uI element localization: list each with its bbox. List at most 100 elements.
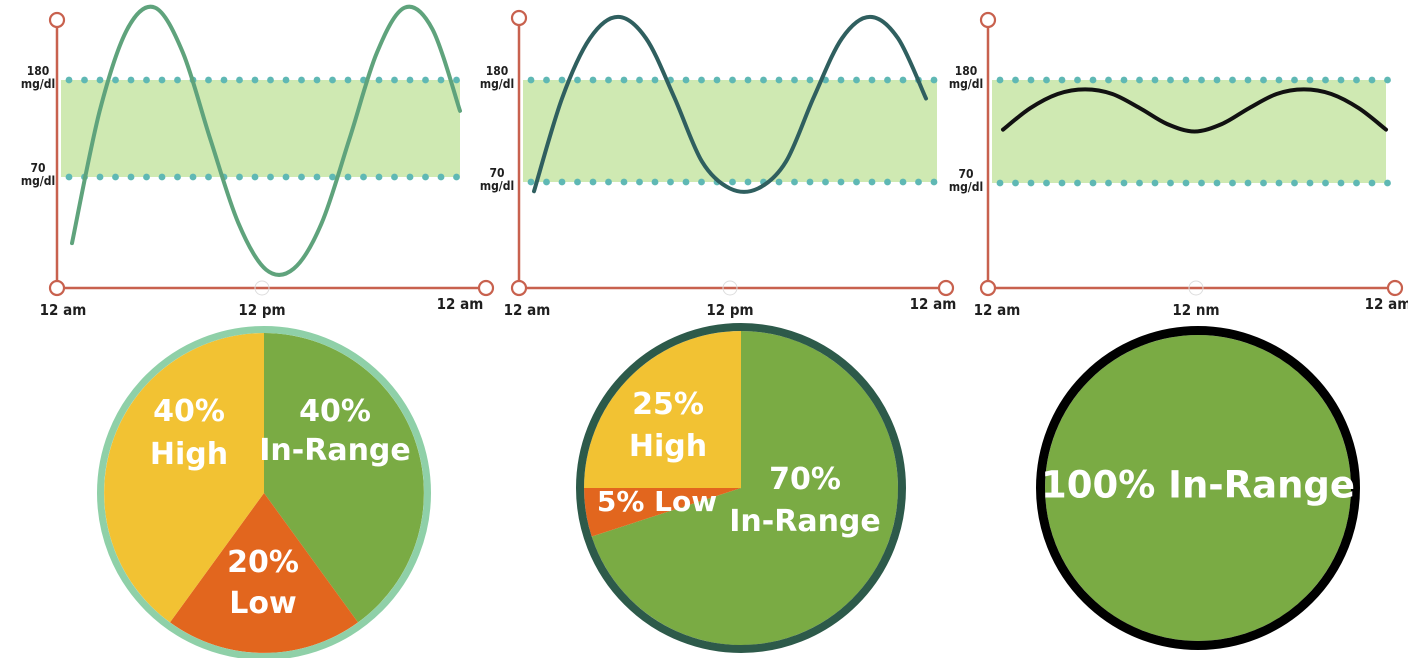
upper-limit-dots [996,76,1391,84]
limit-dot [1337,76,1345,84]
limit-dot [329,173,336,181]
limit-dot [651,76,659,84]
limit-dot [1291,76,1298,84]
limit-dot [822,178,829,186]
y-axis-end-marker [979,11,997,29]
pie-slice [170,493,358,653]
limit-dot [298,76,305,84]
limit-dot [1337,179,1345,187]
limit-dot [205,76,212,84]
pie-label: 40% In-Range [259,394,411,468]
limit-dot [158,76,166,84]
glucose-series-line [1001,87,1388,134]
pie-border [576,323,906,653]
limit-dot [1368,179,1376,187]
limit-dot [251,76,259,84]
limit-dot [1275,76,1283,84]
y-axis-end-marker [48,11,66,29]
limit-dot [282,76,290,84]
limit-dot [236,173,243,181]
limit-dot [406,76,414,84]
limit-dot [422,173,429,181]
line-chart-2: 180 mg/dl 70 mg/dl 12 am 12 pm 12 am [480,9,956,319]
limit-dot [1229,179,1236,187]
limit-dot [1120,76,1128,84]
pie-label: 40% High [150,394,228,472]
x-tick-label: 12 nm [1172,301,1219,319]
limit-dot [636,178,643,186]
pie-chart-2: 70% In-Range 5% Low 25% High [576,323,906,653]
limit-dot [806,178,814,186]
limit-dot [1012,179,1019,187]
limit-dot [620,178,628,186]
limit-dot [1275,179,1283,187]
limit-dot [391,76,398,84]
limit-dot [868,178,876,186]
limit-dot [65,173,73,181]
limit-dot [1322,179,1329,187]
limit-dot [329,76,336,84]
limit-dot [437,76,445,84]
limit-dot [1043,179,1050,187]
limit-dot [791,178,798,186]
origin-marker [48,279,66,297]
limit-dot [899,178,907,186]
limit-dot [651,178,659,186]
target-range-band [523,80,937,182]
limit-dot [899,76,907,84]
limit-dot [251,173,259,181]
limit-dot [698,76,705,84]
pie-border [1036,326,1360,650]
limit-dot [589,76,597,84]
pie-slice [591,331,899,645]
line-chart-3: 180 mg/dl 70 mg/dl 12 am 12 nm 12 am [949,11,1408,319]
limit-dot [853,178,860,186]
limit-dot [375,76,383,84]
y-tick-label: 180 mg/dl [949,64,983,91]
x-tick-label: 12 am [40,301,87,319]
limit-dot [143,76,150,84]
limit-dot [543,76,550,84]
limit-dot [313,173,321,181]
limit-dot [1322,76,1329,84]
limit-dot [527,76,535,84]
limit-dot [1027,179,1035,187]
origin-marker [979,279,997,297]
midday-marker [1188,280,1204,296]
limit-dot [1105,76,1112,84]
limit-dot [543,178,550,186]
limit-dot [1384,179,1391,187]
y-tick-label: 180 mg/dl [21,64,55,91]
limit-dot [915,178,922,186]
limit-dot [636,76,643,84]
pie-chart-3: 100% In-Range [1036,326,1360,650]
limit-dot [589,178,597,186]
limit-dot [127,173,135,181]
limit-dot [406,173,414,181]
limit-dot [853,76,860,84]
limit-dot [1260,179,1267,187]
limit-dot [313,76,321,84]
limit-dot [558,76,566,84]
limit-dot [1120,179,1128,187]
pie-slice [104,333,265,623]
limit-dot [1151,179,1159,187]
limit-dot [81,76,88,84]
x-tick-label: 12 pm [706,301,753,319]
limit-dot [884,178,891,186]
limit-dot [791,76,798,84]
limit-dot [1182,179,1190,187]
limit-dot [558,178,566,186]
limit-dot [1244,179,1252,187]
limit-dot [775,178,783,186]
limit-dot [189,173,197,181]
limit-dot [1058,76,1066,84]
limit-dot [930,178,938,186]
x-tick-label: 12 pm [238,301,285,319]
x-axis-end-marker [477,279,495,297]
x-axis-end-marker [937,279,955,297]
line-chart-1: 180 mg/dl 70 mg/dl 12 am 12 pm 12 am [21,4,495,319]
limit-dot [112,76,119,84]
